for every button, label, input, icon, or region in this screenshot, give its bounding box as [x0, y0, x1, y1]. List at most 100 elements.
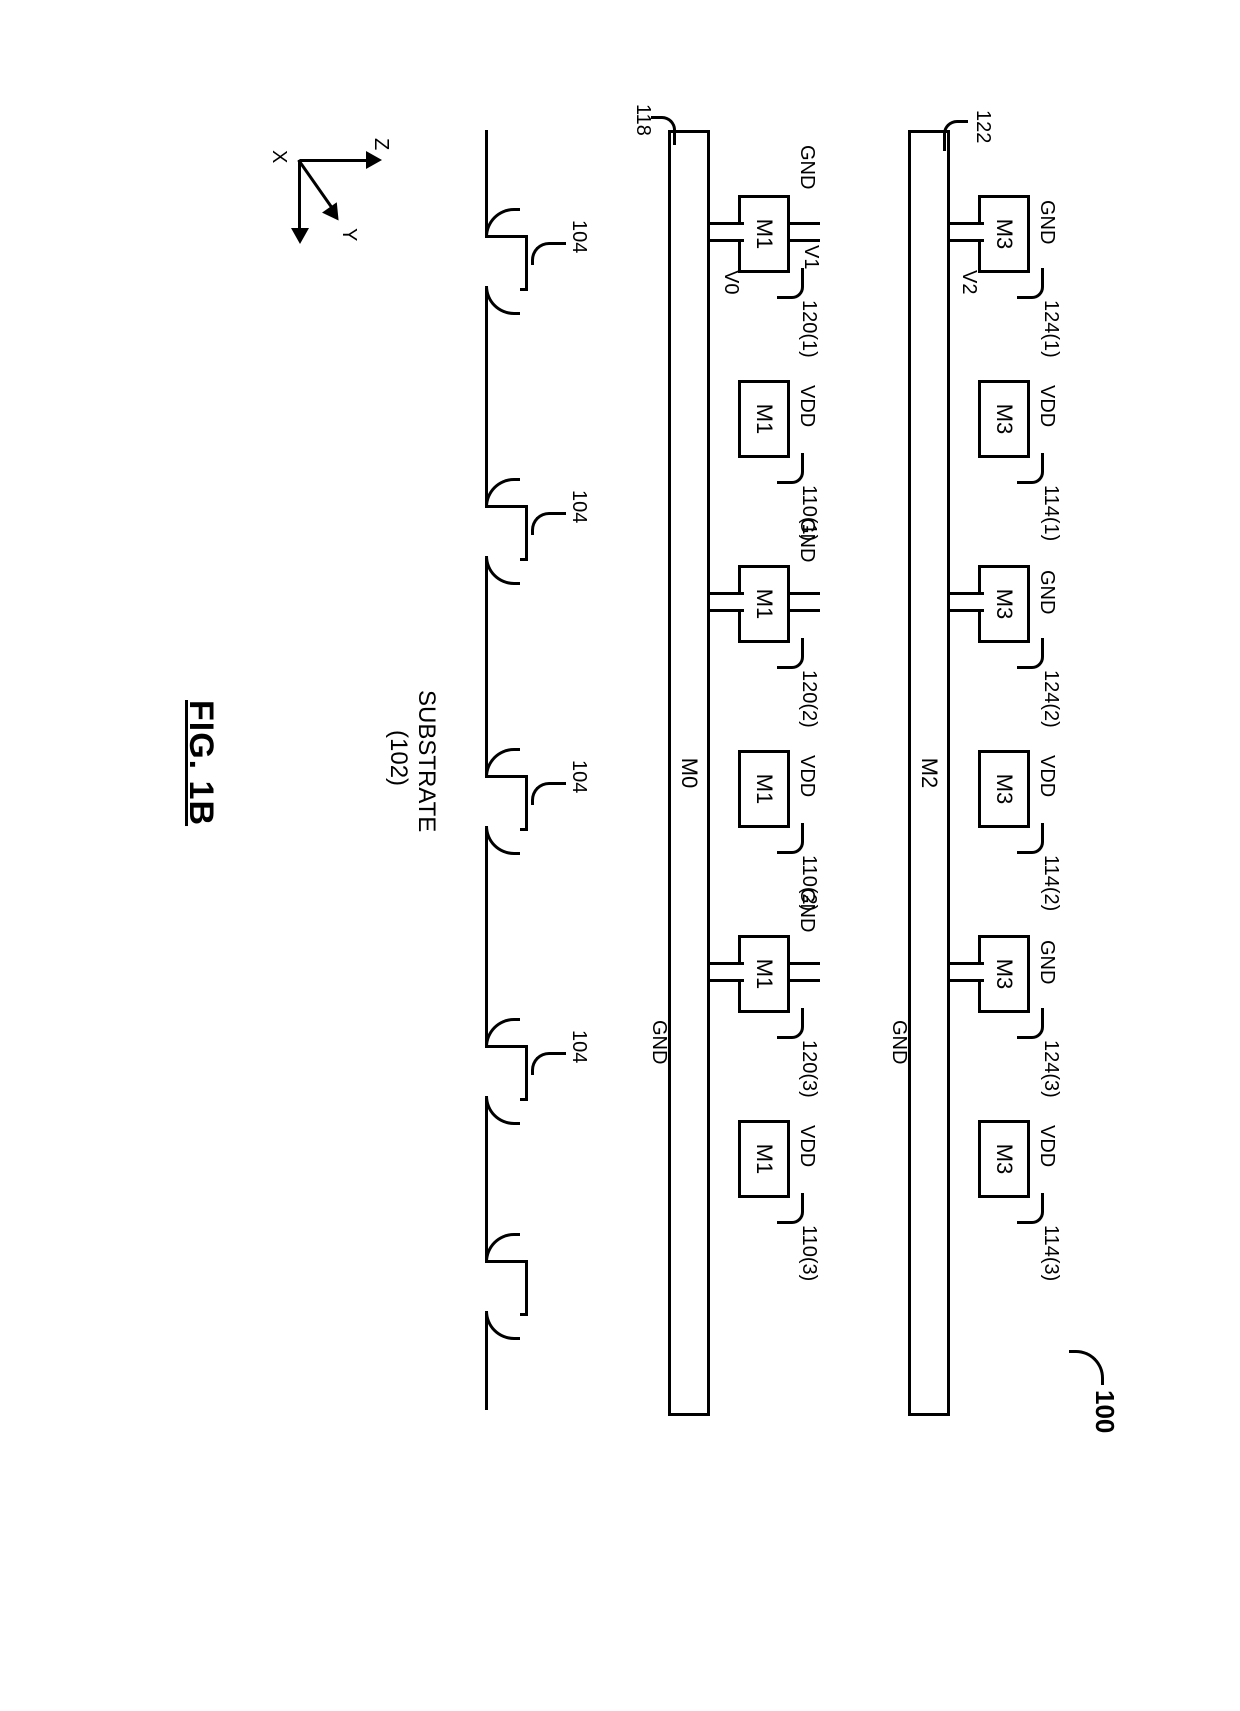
rail-m0: M0 [668, 130, 710, 1416]
rail-m0-ref: 118 [631, 104, 654, 136]
m3-ref-5: 124(3) [1039, 1040, 1062, 1098]
m1-box-6: M1 [738, 1120, 790, 1198]
fin-3 [485, 775, 528, 831]
m1-box-5: M1 [738, 935, 790, 1013]
m3-net-2: VDD [1035, 385, 1058, 427]
m1-ref-5: 120(3) [797, 1040, 820, 1098]
diagram-canvas: 100 M2 122 GND M0 118 GND GND M3 124(1) … [0, 90, 1140, 1140]
m1-ref-3: 120(2) [797, 670, 820, 728]
rail-m0-leader [651, 116, 676, 145]
fin-arrow-3 [531, 782, 566, 805]
fin-ref-3: 104 [567, 760, 590, 793]
fin-4-arcR [485, 1096, 520, 1125]
m1-leader-4 [777, 823, 804, 854]
via-v1-label: V1 [799, 245, 822, 269]
fin-4-arcL [485, 1018, 520, 1047]
via-v1-1 [790, 222, 820, 242]
m1-gnd-1: GND [795, 145, 818, 189]
m3-box-1: M3 [978, 195, 1030, 273]
fin-ref-1: 104 [567, 220, 590, 253]
axis-z-head [366, 151, 382, 169]
m1-gnd-5: GND [795, 888, 818, 932]
m3-net-5: GND [1035, 940, 1058, 984]
rail-m2-leader [943, 120, 968, 151]
fin-arrow-4 [531, 1052, 566, 1075]
fin-4 [485, 1045, 528, 1101]
via-v0-1 [710, 222, 744, 242]
m3-leader-2 [1017, 453, 1044, 484]
m1-leader-2 [777, 453, 804, 484]
m3-box-6: M3 [978, 1120, 1030, 1198]
via-v0-label: V0 [719, 270, 742, 294]
m1-ref-6: 110(3) [797, 1225, 820, 1281]
axis-x-label: X [267, 150, 290, 163]
fin-1 [485, 235, 528, 291]
fin-3-arcR [485, 826, 520, 855]
via-v2-3 [950, 592, 984, 612]
via-v0-3 [710, 592, 744, 612]
axis-z-label: Z [369, 138, 392, 150]
rail-m0-label: M0 [676, 758, 702, 789]
axis-x-head [291, 228, 309, 244]
m3-leader-4 [1017, 823, 1044, 854]
substrate-label-2: (102) [384, 730, 412, 786]
axis-y-head [322, 202, 346, 225]
m1-leader-5 [777, 1008, 804, 1039]
via-v2-label: V2 [957, 270, 980, 294]
m3-leader-1 [1017, 268, 1044, 299]
rail-m0-gnd-label: GND [647, 1020, 670, 1064]
m3-ref-4: 114(2) [1039, 855, 1062, 911]
rail-m2-gnd-label: GND [887, 1020, 910, 1064]
via-v1-3 [790, 592, 820, 612]
fin-5-arcR [485, 1311, 520, 1340]
m3-box-2: M3 [978, 380, 1030, 458]
rail-m2: M2 [908, 130, 950, 1416]
m3-ref-1: 124(1) [1039, 300, 1062, 358]
axis-x-line [298, 160, 301, 230]
fin-arrow-1 [531, 242, 566, 265]
m1-ref-1: 120(1) [797, 300, 820, 358]
rail-m2-ref: 122 [971, 110, 994, 143]
via-v2-1 [950, 222, 984, 242]
m3-leader-6 [1017, 1193, 1044, 1224]
substrate-label-1: SUBSTRATE [412, 690, 440, 832]
fin-ref-2: 104 [567, 490, 590, 523]
m3-net-6: VDD [1035, 1125, 1058, 1167]
figure-ref-100: 100 [1089, 1390, 1120, 1433]
m1-net-6: VDD [795, 1125, 818, 1167]
via-v0-5 [710, 962, 744, 982]
via-v2-5 [950, 962, 984, 982]
m3-net-1: GND [1035, 200, 1058, 244]
m1-net-2: VDD [795, 385, 818, 427]
fin-3-arcL [485, 748, 520, 777]
fin-ref-4: 104 [567, 1030, 590, 1063]
m3-ref-2: 114(1) [1039, 485, 1062, 541]
axis-y-label: Y [337, 228, 360, 241]
m1-box-2: M1 [738, 380, 790, 458]
axis-z-line [300, 159, 370, 162]
figure-caption: FIG. 1B [181, 700, 220, 826]
fin-5 [485, 1260, 528, 1316]
fin-arrow-2 [531, 512, 566, 535]
m1-leader-1 [777, 268, 804, 299]
m3-net-4: VDD [1035, 755, 1058, 797]
m3-ref-6: 114(3) [1039, 1225, 1062, 1281]
m3-leader-3 [1017, 638, 1044, 669]
m3-ref-3: 124(2) [1039, 670, 1062, 728]
fin-2-arcR [485, 556, 520, 585]
via-v1-5 [790, 962, 820, 982]
figure-ref-100-arrow [1069, 1350, 1104, 1385]
fin-5-arcL [485, 1233, 520, 1262]
m1-box-4: M1 [738, 750, 790, 828]
m1-leader-6 [777, 1193, 804, 1224]
m3-leader-5 [1017, 1008, 1044, 1039]
m3-box-3: M3 [978, 565, 1030, 643]
fin-2 [485, 505, 528, 561]
m1-leader-3 [777, 638, 804, 669]
m1-gnd-3: GND [795, 518, 818, 562]
fin-1-arcR [485, 286, 520, 315]
m3-net-3: GND [1035, 570, 1058, 614]
m3-box-4: M3 [978, 750, 1030, 828]
m1-box-1: M1 [738, 195, 790, 273]
fin-2-arcL [485, 478, 520, 507]
